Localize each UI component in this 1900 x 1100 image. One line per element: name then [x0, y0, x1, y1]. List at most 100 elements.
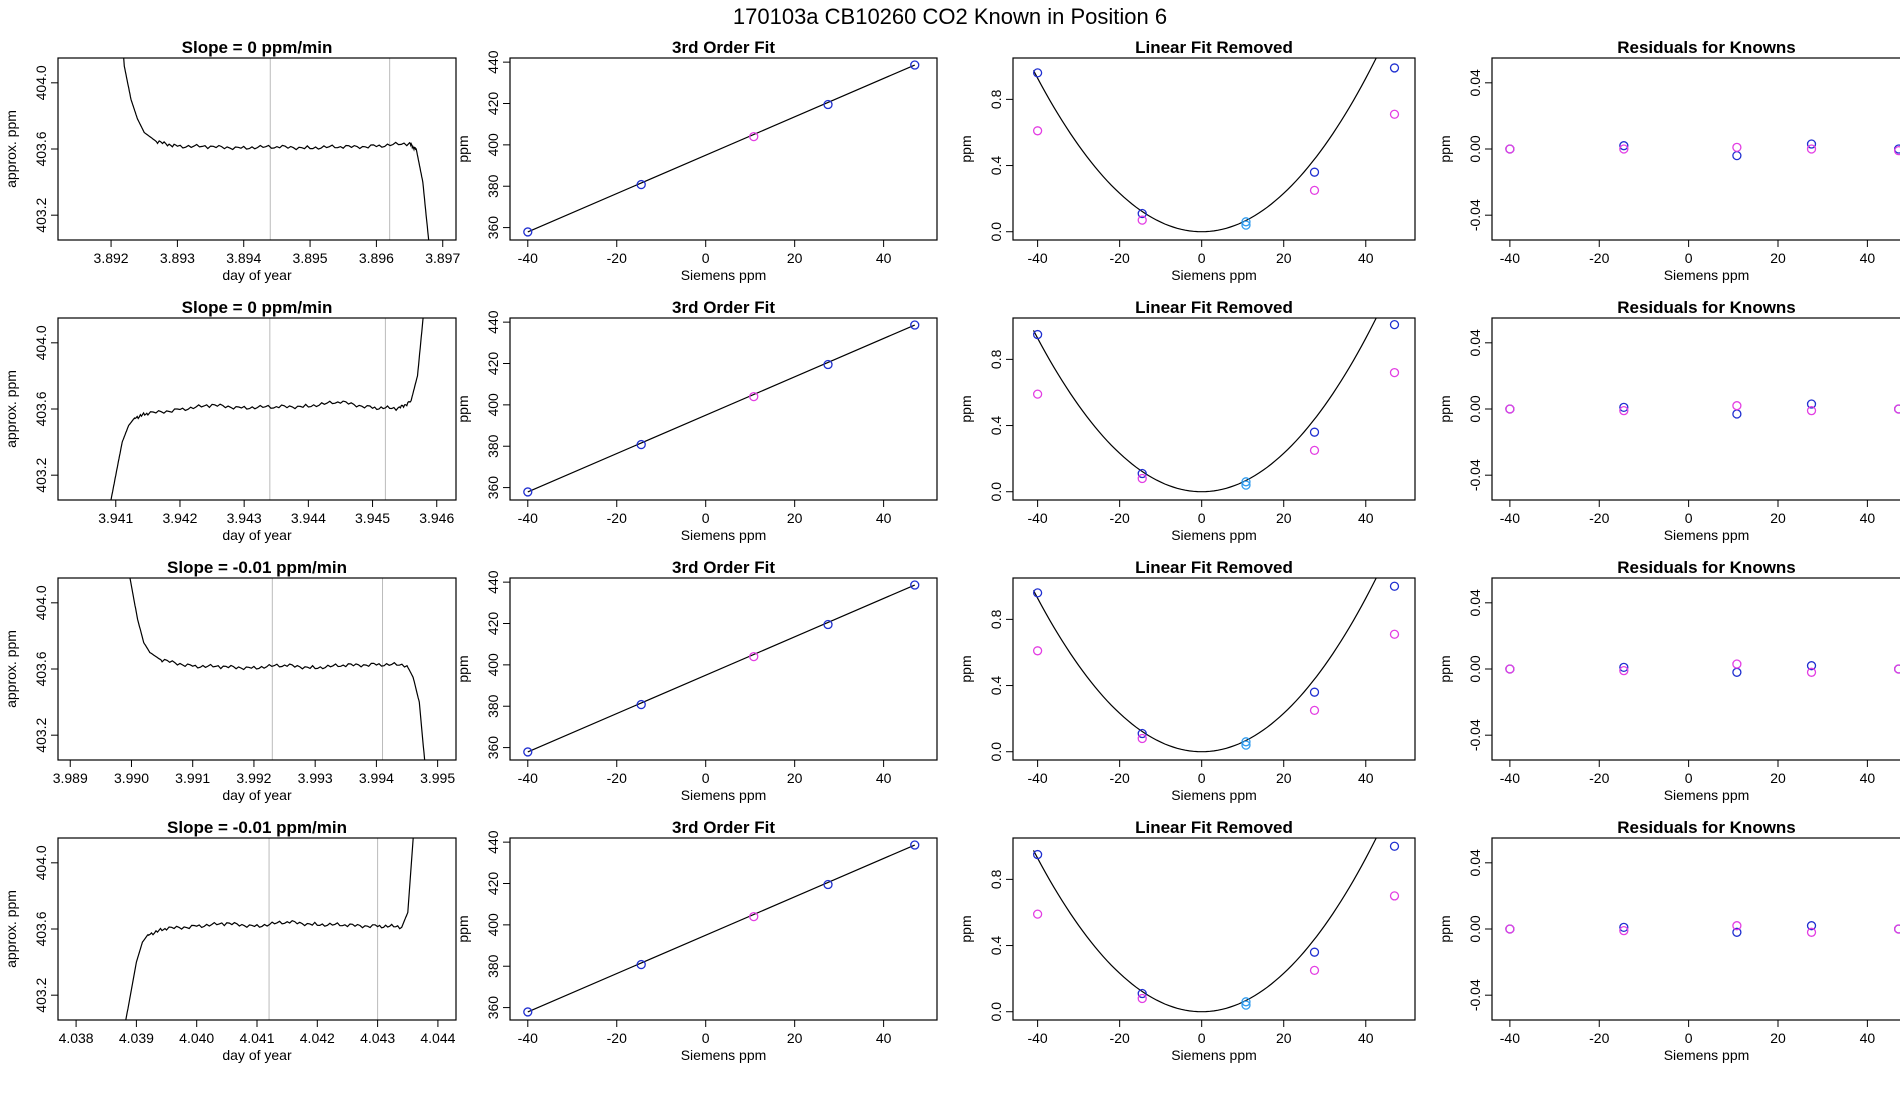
x-tick-label: 40 — [1358, 1030, 1374, 1046]
data-point — [636, 439, 646, 450]
x-tick-label: -40 — [1500, 770, 1520, 786]
x-tick-label: -20 — [1110, 250, 1130, 266]
panel-title: Linear Fit Removed — [1135, 818, 1293, 837]
plot-area — [110, 318, 424, 500]
data-point — [523, 1007, 533, 1017]
y-tick-label: 0.8 — [988, 349, 1004, 369]
data-point — [823, 99, 833, 110]
x-tick-label: 3.895 — [293, 250, 328, 266]
data-point — [1732, 927, 1742, 937]
panel-frame — [57, 317, 457, 501]
data-point — [1732, 150, 1742, 161]
plot-area — [523, 320, 920, 497]
x-tick-label: -20 — [607, 770, 627, 786]
data-point — [1505, 664, 1515, 674]
x-axis-label: Siemens ppm — [681, 787, 767, 803]
x-tick-label: -20 — [1589, 770, 1609, 786]
panel-title: Residuals for Knowns — [1617, 558, 1796, 577]
x-tick-label: 3.946 — [419, 510, 454, 526]
data-point — [823, 879, 833, 890]
data-point — [749, 131, 759, 142]
panel-0-0: Slope = 0 ppm/min 3.892 3.893 3.894 3.895 3.8… — [3, 38, 460, 283]
y-tick-label: 400 — [485, 393, 501, 417]
data-point — [1389, 367, 1400, 378]
x-tick-label: 0 — [1685, 250, 1693, 266]
y-tick-label: 420 — [485, 872, 501, 896]
panel-2-0: Slope = -0.01 ppm/min 3.989 3.990 3.991 3.99… — [3, 558, 457, 803]
y-tick-label: 440 — [485, 830, 501, 854]
x-tick-label: 0 — [702, 510, 710, 526]
y-tick-label: 0.4 — [988, 156, 1004, 176]
panel-title: Slope = 0 ppm/min — [182, 38, 333, 57]
x-tick-label: 0 — [1198, 1030, 1206, 1046]
x-tick-label: 40 — [876, 510, 892, 526]
y-tick-label: 404.0 — [33, 325, 49, 360]
x-axis-label: Siemens ppm — [1171, 787, 1257, 803]
data-point — [1032, 389, 1043, 399]
y-tick-label: 380 — [485, 954, 501, 978]
plot-area — [523, 60, 920, 237]
x-tick-label: 40 — [1358, 250, 1374, 266]
y-tick-label: 403.2 — [33, 977, 49, 1012]
x-tick-label: -40 — [518, 510, 538, 526]
x-tick-label: 20 — [787, 770, 803, 786]
y-tick-label: 0.04 — [1467, 589, 1483, 616]
x-tick-label: 3.941 — [98, 510, 133, 526]
data-point — [1241, 220, 1251, 230]
data-point — [1806, 139, 1817, 149]
y-axis-label: ppm — [1437, 395, 1453, 422]
x-tick-label: 20 — [1276, 510, 1292, 526]
y-axis-label: ppm — [455, 135, 471, 162]
y-axis-label: ppm — [958, 135, 974, 162]
x-tick-label: 20 — [1276, 770, 1292, 786]
panel-title: Residuals for Knowns — [1617, 818, 1796, 837]
x-tick-label: -40 — [518, 1030, 538, 1046]
data-point — [1137, 988, 1147, 999]
x-tick-label: 40 — [1860, 250, 1876, 266]
panel-frame — [57, 837, 457, 1021]
y-tick-label: 380 — [485, 174, 501, 198]
x-tick-label: 3.944 — [291, 510, 326, 526]
fit-curve — [1032, 58, 1377, 233]
data-point — [636, 179, 646, 190]
data-point — [1732, 142, 1742, 152]
data-point — [1732, 401, 1742, 411]
panel-title: Residuals for Knowns — [1617, 298, 1796, 317]
panel-title: 3rd Order Fit — [672, 298, 775, 317]
x-tick-label: 3.892 — [94, 250, 129, 266]
trace-line — [129, 578, 426, 760]
data-point — [1505, 404, 1515, 414]
data-point — [1309, 687, 1320, 697]
data-point — [1032, 588, 1043, 598]
x-axis-label: Siemens ppm — [681, 1047, 767, 1063]
panel-0-1: 3rd Order Fit -40 -20 0 20 40 360 380 400 420 440 S… — [455, 38, 938, 283]
plot-area — [1505, 139, 1900, 161]
x-tick-label: 20 — [1770, 770, 1786, 786]
panel-frame — [1012, 577, 1416, 761]
plot-area — [523, 840, 920, 1017]
plot-area — [129, 578, 426, 760]
y-axis-label: ppm — [958, 655, 974, 682]
x-tick-label: 3.995 — [420, 770, 455, 786]
y-tick-label: 0.0 — [988, 482, 1004, 502]
data-point — [823, 359, 833, 370]
x-tick-label: 0 — [702, 770, 710, 786]
y-tick-label: 400 — [485, 133, 501, 157]
data-point — [1389, 891, 1400, 901]
data-point — [1806, 406, 1817, 416]
panel-frame — [1012, 837, 1416, 1021]
y-tick-label: 403.6 — [33, 911, 49, 946]
x-tick-label: 3.894 — [226, 250, 261, 266]
x-tick-label: 3.942 — [162, 510, 197, 526]
x-tick-label: -20 — [607, 1030, 627, 1046]
data-point — [910, 60, 920, 70]
panel-title: Linear Fit Removed — [1135, 38, 1293, 57]
y-axis-label: approx. ppm — [3, 630, 19, 708]
x-tick-label: 0 — [1198, 770, 1206, 786]
x-axis-label: Siemens ppm — [681, 527, 767, 543]
data-point — [1619, 144, 1629, 154]
fit-curve — [1032, 318, 1377, 493]
data-point — [1032, 126, 1043, 136]
data-point — [1894, 924, 1900, 934]
y-axis-label: ppm — [958, 395, 974, 422]
